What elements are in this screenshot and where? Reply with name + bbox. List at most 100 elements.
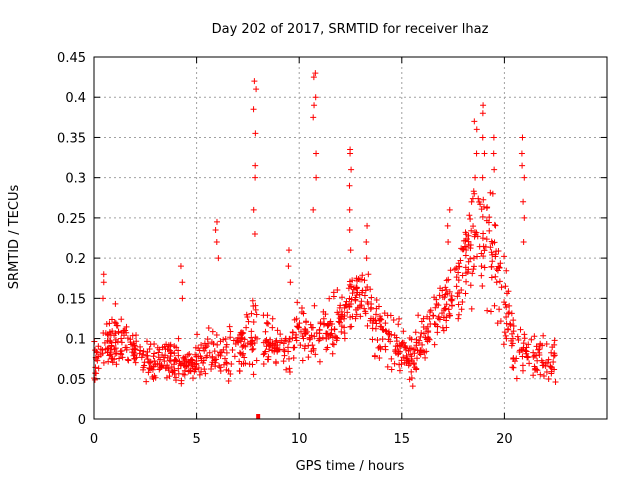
data-point [494, 267, 501, 274]
data-point [519, 162, 526, 169]
data-point [510, 317, 517, 324]
data-point [334, 287, 341, 294]
data-point [217, 349, 224, 356]
data-point [386, 331, 393, 338]
data-point [141, 359, 148, 366]
data-point [140, 348, 147, 355]
data-point [362, 310, 369, 317]
data-point [313, 150, 320, 157]
data-point [390, 317, 397, 324]
data-point [418, 329, 425, 336]
data-point [252, 174, 259, 181]
data-point [114, 322, 121, 329]
data-point [175, 347, 182, 354]
data-point [411, 350, 418, 357]
data-point [406, 376, 413, 383]
data-point [146, 346, 153, 353]
data-point [106, 320, 113, 327]
data-point [130, 352, 137, 359]
data-point [324, 330, 331, 337]
x-tick-label: 0 [90, 432, 98, 447]
data-point [533, 352, 540, 359]
data-point [406, 345, 413, 352]
data-point [251, 230, 258, 237]
data-point [327, 332, 334, 339]
data-point [481, 247, 488, 254]
data-point [240, 350, 247, 357]
data-point [463, 270, 470, 277]
data-point [470, 223, 477, 230]
data-point [151, 357, 158, 364]
data-point [151, 372, 158, 379]
data-point [346, 295, 353, 302]
data-point [517, 326, 524, 333]
data-point [103, 321, 110, 328]
data-point [468, 227, 475, 234]
data-point [208, 339, 215, 346]
data-point [330, 341, 337, 348]
data-point [422, 354, 429, 361]
data-point [469, 195, 476, 202]
data-point [461, 243, 468, 250]
data-point [483, 217, 490, 224]
data-point [112, 336, 119, 343]
data-point [458, 286, 465, 293]
data-point [465, 242, 472, 249]
data-point [329, 340, 336, 347]
data-point [446, 288, 453, 295]
data-point [548, 370, 555, 377]
data-point [214, 341, 221, 348]
data-point [154, 360, 161, 367]
data-point [493, 279, 500, 286]
data-point [111, 356, 118, 363]
data-point [415, 312, 422, 319]
data-point [439, 310, 446, 317]
data-point [265, 320, 272, 327]
data-point [167, 358, 174, 365]
data-point [455, 311, 462, 318]
data-point [515, 337, 522, 344]
data-point [95, 353, 102, 360]
data-point [129, 332, 136, 339]
data-point [226, 323, 233, 330]
data-point [365, 300, 372, 307]
data-point [519, 134, 526, 141]
data-point [175, 335, 182, 342]
data-point [483, 204, 490, 211]
data-point [519, 367, 526, 374]
data-point [178, 377, 185, 384]
data-point [503, 290, 510, 297]
data-point [127, 336, 134, 343]
data-point [486, 227, 493, 234]
data-point [531, 333, 538, 340]
data-point [235, 334, 242, 341]
data-point [465, 232, 472, 239]
data-point [223, 349, 230, 356]
data-point [462, 264, 469, 271]
data-point [498, 284, 505, 291]
data-point [443, 277, 450, 284]
data-point [181, 371, 188, 378]
data-point [310, 114, 317, 121]
data-point [489, 251, 496, 258]
data-point [283, 366, 290, 373]
data-point [503, 314, 510, 321]
data-point [341, 330, 348, 337]
data-point [166, 373, 173, 380]
data-point [376, 354, 383, 361]
data-point [205, 325, 212, 332]
data-point [323, 346, 330, 353]
data-point [463, 278, 470, 285]
data-point [339, 294, 346, 301]
data-point [483, 236, 490, 243]
data-point [272, 338, 279, 345]
data-point [331, 326, 338, 333]
data-point [464, 235, 471, 242]
data-point [306, 334, 313, 341]
data-point [285, 247, 292, 254]
data-point [248, 310, 255, 317]
data-point [473, 126, 480, 133]
data-point [183, 358, 190, 365]
data-point [347, 146, 354, 153]
data-point [475, 195, 482, 202]
